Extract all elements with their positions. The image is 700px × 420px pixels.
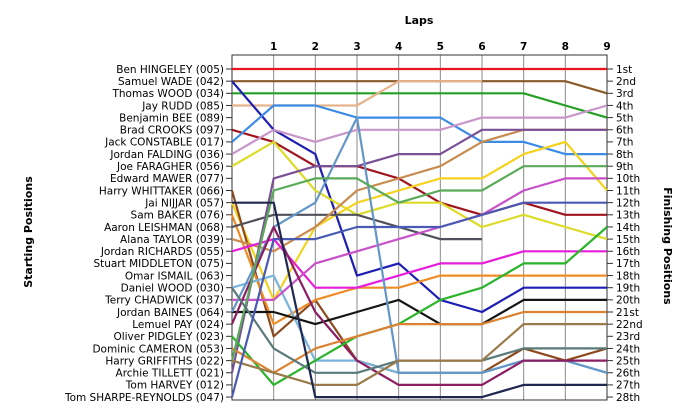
- starting-position-labels: Ben HINGELEY (005)Samuel WADE (042)Thoma…: [64, 64, 224, 404]
- left-axis-title: Starting Positions: [22, 176, 35, 288]
- series-line-13: [231, 213, 482, 241]
- finishing-position-label: 25th: [616, 355, 640, 367]
- series-line-19: [232, 177, 607, 301]
- series-line-22: [231, 226, 608, 386]
- starting-position-label: Tom SHARPE-REYNOLDS (047): [64, 392, 224, 404]
- finishing-position-label: 26th: [616, 368, 640, 380]
- finishing-position-label: 28th: [616, 392, 640, 404]
- finishing-position-label: 2nd: [616, 76, 636, 88]
- finishing-position-label: 6th: [616, 125, 633, 137]
- series-line-8: [231, 104, 608, 156]
- finishing-position-label: 21st: [616, 307, 639, 319]
- finishing-position-label: 19th: [616, 283, 640, 295]
- series-line-26: [231, 323, 607, 386]
- x-tick-label: 2: [312, 41, 319, 53]
- series-line-21: [230, 225, 607, 386]
- x-tick-label: 8: [562, 41, 569, 53]
- finishing-position-label: 17th: [616, 258, 640, 270]
- starting-position-label: Daniel WOOD (030): [121, 283, 224, 295]
- finishing-position-label: 23rd: [616, 331, 640, 343]
- finishing-position-label: 5th: [616, 112, 633, 124]
- starting-position-label: Edward MAWER (077): [110, 173, 224, 185]
- series-line-23: [231, 310, 607, 374]
- starting-position-label: Harry GRIFFITHS (022): [105, 355, 224, 367]
- finishing-position-label: 16th: [616, 246, 640, 258]
- finishing-position-label: 9th: [616, 161, 633, 173]
- starting-position-label: Samuel WADE (042): [118, 76, 224, 88]
- finishing-position-label: 12th: [616, 197, 640, 209]
- finishing-position-labels: 1st2nd3rd4th5th6th7th8th9th10th11th12th1…: [616, 64, 643, 404]
- x-tick-label: 9: [603, 41, 610, 53]
- starting-position-label: Terry CHADWICK (037): [104, 295, 224, 307]
- finishing-position-label: 18th: [616, 270, 640, 282]
- starting-position-label: Alana TAYLOR (039): [120, 234, 224, 246]
- x-tick-label: 1: [270, 41, 277, 53]
- starting-position-label: Jack CONSTABLE (017): [104, 137, 224, 149]
- finishing-position-label: 14th: [616, 222, 640, 234]
- x-axis-title: Laps: [405, 14, 434, 27]
- finishing-position-label: 7th: [616, 137, 633, 149]
- finishing-position-label: 4th: [616, 100, 633, 112]
- series-line-9: [231, 140, 608, 241]
- starting-position-label: Jordan FALDING (036): [109, 149, 224, 161]
- finishing-position-label: 8th: [616, 149, 633, 161]
- series-line-17: [230, 128, 607, 374]
- starting-position-label: Ben HINGELEY (005): [116, 64, 224, 76]
- starting-position-label: Thomas WOOD (034): [111, 88, 224, 100]
- finishing-position-label: 3rd: [616, 88, 633, 100]
- starting-position-label: Oliver PIDGLEY (023): [113, 331, 224, 343]
- starting-position-label: Jordan RICHARDS (055): [100, 246, 224, 258]
- series-lines: [230, 67, 608, 399]
- series-line-20: [231, 116, 608, 374]
- starting-position-label: Joe FARAGHER (056): [116, 161, 224, 173]
- series-line-6: [231, 128, 607, 216]
- finishing-position-label: 11th: [616, 185, 640, 197]
- series-line-12: [230, 214, 607, 326]
- finishing-position-label: 10th: [616, 173, 640, 185]
- series-line-27: [230, 201, 607, 398]
- starting-position-label: Lemuel PAY (024): [132, 319, 224, 331]
- starting-position-label: Sam BAKER (076): [131, 210, 224, 222]
- starting-position-label: Stuart MIDDLETON (075): [93, 258, 224, 270]
- starting-position-label: Brad CROOKS (097): [120, 125, 224, 137]
- finishing-position-label: 27th: [616, 380, 640, 392]
- x-tick-label: 3: [353, 41, 360, 53]
- x-tick-labels: 1 2 3 4 5 6 7 8 9: [270, 41, 611, 53]
- series-line-24: [230, 165, 607, 361]
- starting-position-label: Jordan BAINES (064): [116, 307, 224, 319]
- finishing-position-label: 24th: [616, 343, 640, 355]
- series-line-28: [232, 201, 607, 399]
- finishing-position-label: 1st: [616, 64, 632, 76]
- starting-position-label: Benjamin BEE (089): [119, 112, 224, 124]
- starting-position-label: Aaron LEISHMAN (068): [104, 222, 224, 234]
- starting-position-label: Jay RUDD (085): [141, 100, 224, 112]
- finishing-position-label: 13th: [616, 210, 640, 222]
- series-line-2: [232, 80, 608, 95]
- right-axis-title: Finishing Positions: [661, 187, 674, 305]
- finishing-position-label: 20th: [616, 295, 640, 307]
- starting-position-label: Dominic CAMERON (053): [92, 343, 224, 355]
- x-tick-label: 4: [395, 41, 402, 53]
- starting-position-label: Archie TILLETT (021): [116, 368, 224, 380]
- series-line-3: [232, 92, 608, 119]
- finishing-position-label: 22nd: [616, 319, 643, 331]
- x-tick-label: 6: [478, 41, 485, 53]
- series-line-15: [231, 238, 607, 289]
- starting-position-label: Jai NIJJAR (057): [144, 197, 224, 209]
- starting-position-label: Omar ISMAIL (063): [125, 270, 224, 282]
- starting-position-label: Tom HARVEY (012): [125, 380, 224, 392]
- x-tick-label: 5: [437, 41, 444, 53]
- x-tick-label: 7: [520, 41, 527, 53]
- starting-position-label: Harry WHITTAKER (066): [99, 185, 224, 197]
- finishing-position-label: 15th: [616, 234, 640, 246]
